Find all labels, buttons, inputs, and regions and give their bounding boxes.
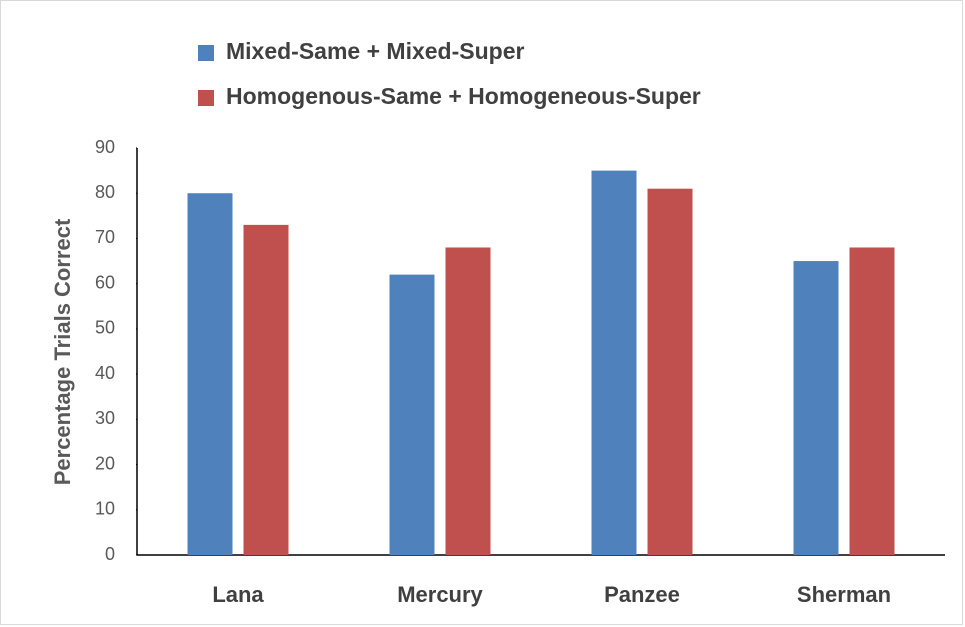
bar <box>243 224 289 555</box>
y-tick-label: 20 <box>95 453 115 473</box>
y-tick-label: 40 <box>95 363 115 383</box>
legend-swatch <box>198 45 214 61</box>
bar <box>187 193 233 555</box>
bar <box>445 247 491 555</box>
bar <box>591 170 637 555</box>
bar <box>647 188 693 555</box>
bar <box>389 274 435 555</box>
y-tick-label: 50 <box>95 318 115 338</box>
x-tick-label: Mercury <box>397 582 483 607</box>
x-tick-label: Sherman <box>797 582 891 607</box>
bar <box>849 247 895 555</box>
y-tick-label: 30 <box>95 408 115 428</box>
y-tick-label: 0 <box>105 544 115 564</box>
y-tick-label: 80 <box>95 182 115 202</box>
y-tick-label: 10 <box>95 499 115 519</box>
y-tick-label: 90 <box>95 137 115 157</box>
x-tick-label: Panzee <box>604 582 680 607</box>
legend-swatch <box>198 90 214 106</box>
y-tick-label: 70 <box>95 227 115 247</box>
x-tick-label: Lana <box>212 582 264 607</box>
bar <box>793 261 839 555</box>
y-axis-label: Percentage Trials Correct <box>50 218 75 485</box>
y-tick-label: 60 <box>95 272 115 292</box>
legend-label: Homogenous-Same + Homogeneous-Super <box>226 83 701 109</box>
legend-label: Mixed-Same + Mixed-Super <box>226 38 524 64</box>
